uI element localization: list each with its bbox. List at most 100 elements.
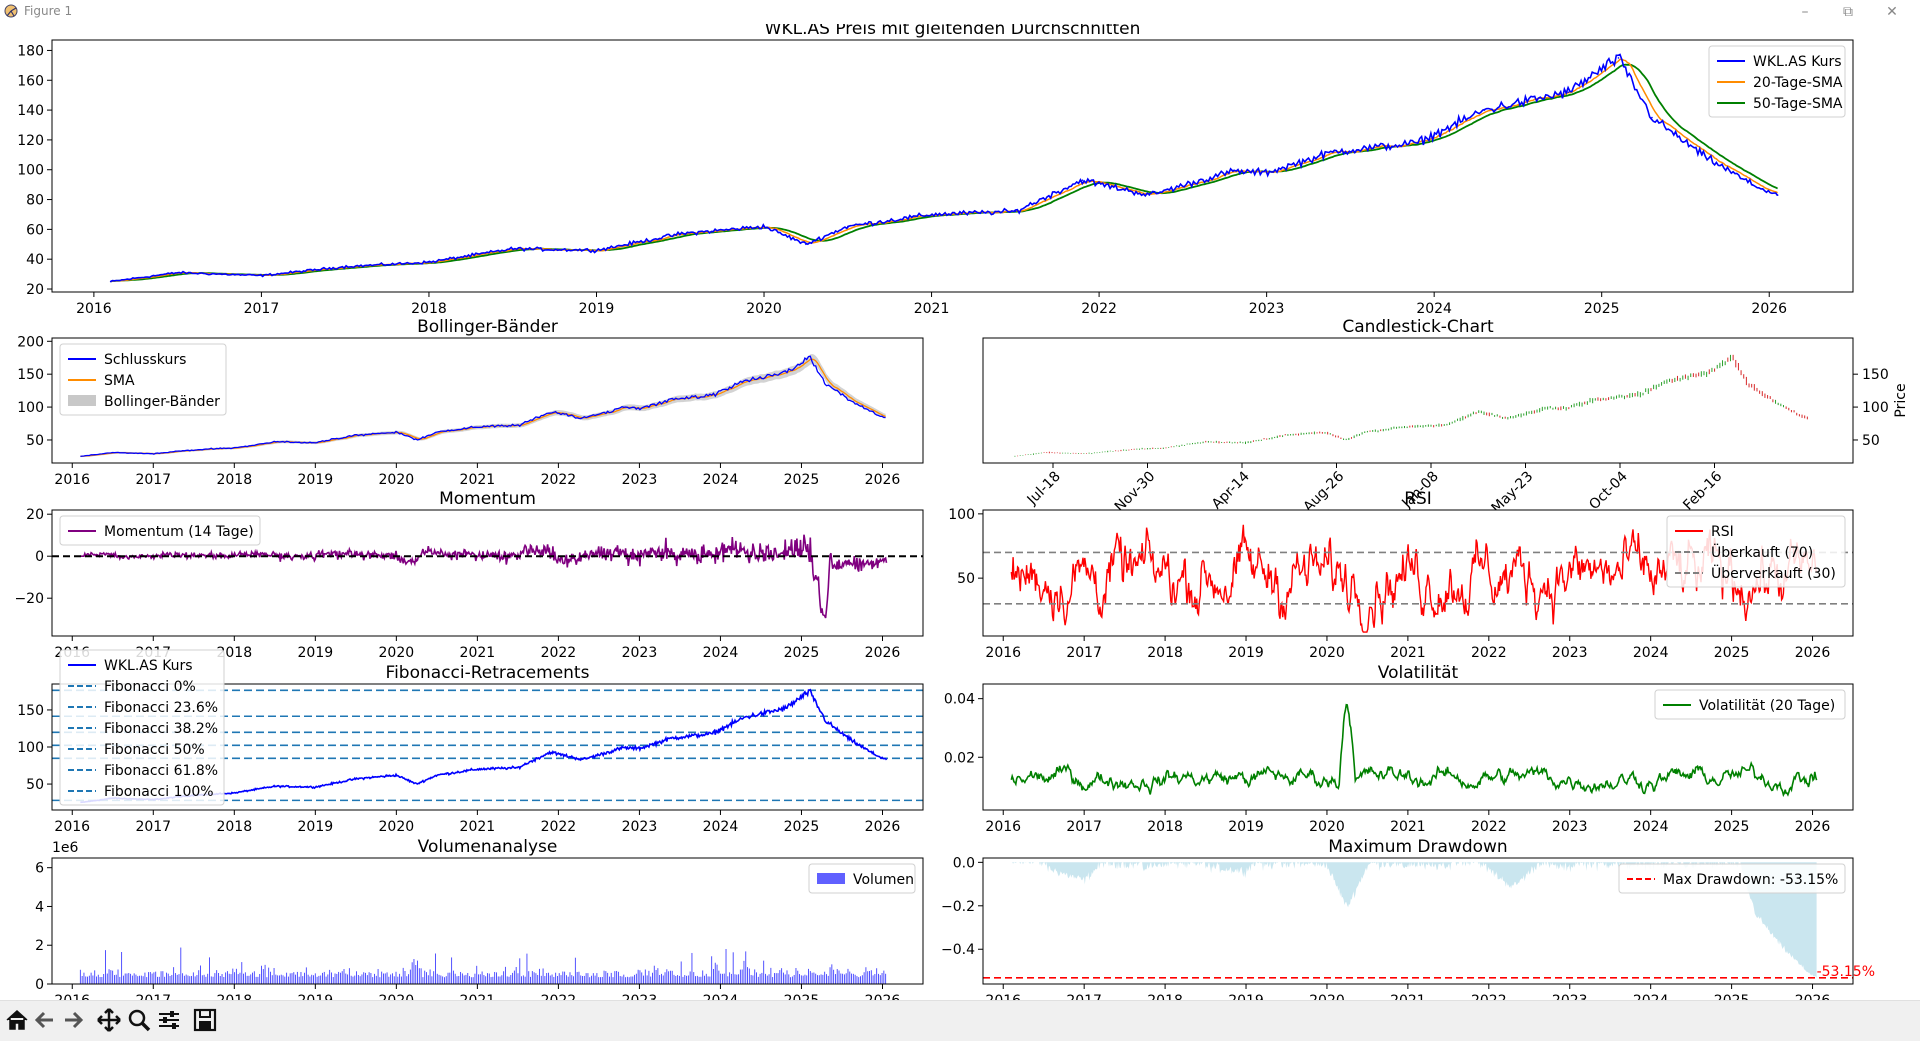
price-point xyxy=(930,213,933,216)
bollinger-frame xyxy=(51,337,924,464)
volatility-xtick-label: 2026 xyxy=(1795,819,1831,835)
volatility-xtick-label: 2017 xyxy=(1066,819,1102,835)
price-xtick-label: 2026 xyxy=(1751,301,1787,317)
volume-frame xyxy=(51,857,924,985)
fibonacci-xtick-label: 2021 xyxy=(460,819,496,835)
candlestick-xtick-label: May-23 xyxy=(1489,469,1537,517)
axes-bollinger: Bollinger-Bänder 50 100 150 200 2016 2017 2018 2… xyxy=(17,317,924,488)
minimize-button[interactable]: – xyxy=(1801,4,1809,20)
price-point xyxy=(1416,142,1419,144)
rsi-xtick-label: 2021 xyxy=(1390,645,1426,661)
volatility-title: Volatilität xyxy=(1378,663,1459,683)
volume-legend-swatch xyxy=(817,873,845,884)
drawdown-frame xyxy=(982,857,1854,985)
fibonacci-ytick-label: 50 xyxy=(26,777,44,793)
fibonacci-title: Fibonacci-Retracements xyxy=(386,663,590,683)
max-drawdown-annotation: -53.15% xyxy=(1817,964,1875,980)
zoom-icon[interactable] xyxy=(126,1007,152,1033)
bollinger-legend-label: Bollinger-Bänder xyxy=(104,394,220,410)
volatility-ytick-label: 0.02 xyxy=(944,750,975,766)
volatility-legend-label: Volatilität (20 Tage) xyxy=(1699,698,1835,714)
drawdown-legend-box xyxy=(1618,863,1846,894)
volume-xtick-label: 2022 xyxy=(541,993,577,1000)
rsi-legend-label: Überverkauft (30) xyxy=(1711,564,1836,582)
price-ytick-label: 20 xyxy=(26,282,44,298)
price-xtick-label: 2019 xyxy=(579,301,615,317)
bollinger-legend-box xyxy=(59,343,227,416)
rsi-xtick-label: 2023 xyxy=(1552,645,1588,661)
home-icon[interactable] xyxy=(4,1007,30,1033)
series-schlusskurs xyxy=(80,355,886,458)
bollinger-ytick-label: 50 xyxy=(26,433,44,449)
price-xtick-label: 2023 xyxy=(1249,301,1285,317)
volume-ytick-label: 6 xyxy=(35,861,44,877)
rsi-frame xyxy=(982,509,1854,637)
candlestick-ytick-label: 50 xyxy=(1862,433,1880,449)
restore-button[interactable]: ⧉ xyxy=(1843,4,1853,20)
price-point xyxy=(1776,194,1779,196)
close-button[interactable]: ✕ xyxy=(1886,4,1898,20)
price-ytick-label: 100 xyxy=(17,163,44,179)
bollinger-xtick-label: 2019 xyxy=(298,472,334,488)
bollinger-xtick-label: 2017 xyxy=(135,472,171,488)
rsi-title: RSI xyxy=(1404,489,1432,509)
momentum-xtick-label: 2018 xyxy=(216,645,252,661)
momentum-xtick-label: 2021 xyxy=(460,645,496,661)
pan-icon[interactable] xyxy=(96,1007,122,1033)
bollinger-xtick-label: 2024 xyxy=(703,472,739,488)
drawdown-xtick-label: 2018 xyxy=(1147,993,1183,1000)
bollinger-legend-swatch xyxy=(68,395,96,406)
drawdown-xtick-label: 2017 xyxy=(1066,993,1102,1000)
volume-xtick-label: 2020 xyxy=(379,993,415,1000)
rsi-legend-label: RSI xyxy=(1711,524,1734,540)
volume-legend: Volumen xyxy=(808,863,916,894)
drawdown-xtick-label: 2024 xyxy=(1633,993,1669,1000)
fibonacci-legend: WKL.AS Kurs Fibonacci 0% Fibonacci 23.6% Fi… xyxy=(59,649,225,806)
drawdown-xtick-label: 2025 xyxy=(1714,993,1750,1000)
momentum-xtick-label: 2020 xyxy=(379,645,415,661)
bollinger-ytick-label: 200 xyxy=(17,334,44,350)
momentum-legend: Momentum (14 Tage) xyxy=(59,515,261,546)
momentum-legend-label: Momentum (14 Tage) xyxy=(104,524,254,540)
rsi-xtick-label: 2016 xyxy=(985,645,1021,661)
rsi-xtick-label: 2022 xyxy=(1471,645,1507,661)
configure-icon[interactable] xyxy=(156,1007,182,1033)
price-point xyxy=(805,243,807,246)
drawdown-legend: Max Drawdown: -53.15% xyxy=(1618,863,1846,894)
price-ytick-label: 140 xyxy=(17,103,44,119)
forward-icon[interactable] xyxy=(60,1007,86,1033)
price-point xyxy=(260,274,263,277)
bollinger-xtick-label: 2023 xyxy=(622,472,658,488)
volume-title: Volumenanalyse xyxy=(418,837,558,857)
fibonacci-legend-box xyxy=(59,649,225,806)
price-ytick-label: 80 xyxy=(26,193,44,209)
fibonacci-xtick-label: 2022 xyxy=(541,819,577,835)
save-icon[interactable] xyxy=(192,1007,218,1033)
fibonacci-legend-label: Fibonacci 50% xyxy=(104,742,205,758)
bollinger-xtick-label: 2021 xyxy=(460,472,496,488)
volume-background xyxy=(52,858,923,984)
fibonacci-ytick-label: 100 xyxy=(17,740,44,756)
bollinger-xtick-label: 2025 xyxy=(784,472,820,488)
drawdown-ytick-label: 0.0 xyxy=(953,855,975,871)
price-point xyxy=(428,261,430,263)
price-ytick-label: 60 xyxy=(26,222,44,238)
drawdown-xtick-label: 2022 xyxy=(1471,993,1507,1000)
drawdown-title: Maximum Drawdown xyxy=(1328,837,1507,857)
volatility-xtick-label: 2016 xyxy=(985,819,1021,835)
fibonacci-xtick-label: 2016 xyxy=(54,819,90,835)
bollinger-xtick-label: 2018 xyxy=(216,472,252,488)
price-point xyxy=(1617,57,1620,59)
series-wkl-as-kurs xyxy=(110,53,1779,283)
volume-xtick-label: 2025 xyxy=(784,993,820,1000)
axes-price: WKL.AS Preis mit gleitenden Durchschnitt… xyxy=(17,24,1854,317)
series-volatilitaet xyxy=(1010,703,1818,798)
series-bollinger-baender xyxy=(80,354,886,458)
bollinger-xtick-label: 2016 xyxy=(54,472,90,488)
momentum-xtick-label: 2025 xyxy=(784,645,820,661)
rsi-ytick-label: 100 xyxy=(948,507,975,523)
fibonacci-legend-label: WKL.AS Kurs xyxy=(104,658,193,674)
back-icon[interactable] xyxy=(32,1007,58,1033)
volatility-xtick-label: 2019 xyxy=(1228,819,1264,835)
rsi-ytick-label: 50 xyxy=(957,571,975,587)
